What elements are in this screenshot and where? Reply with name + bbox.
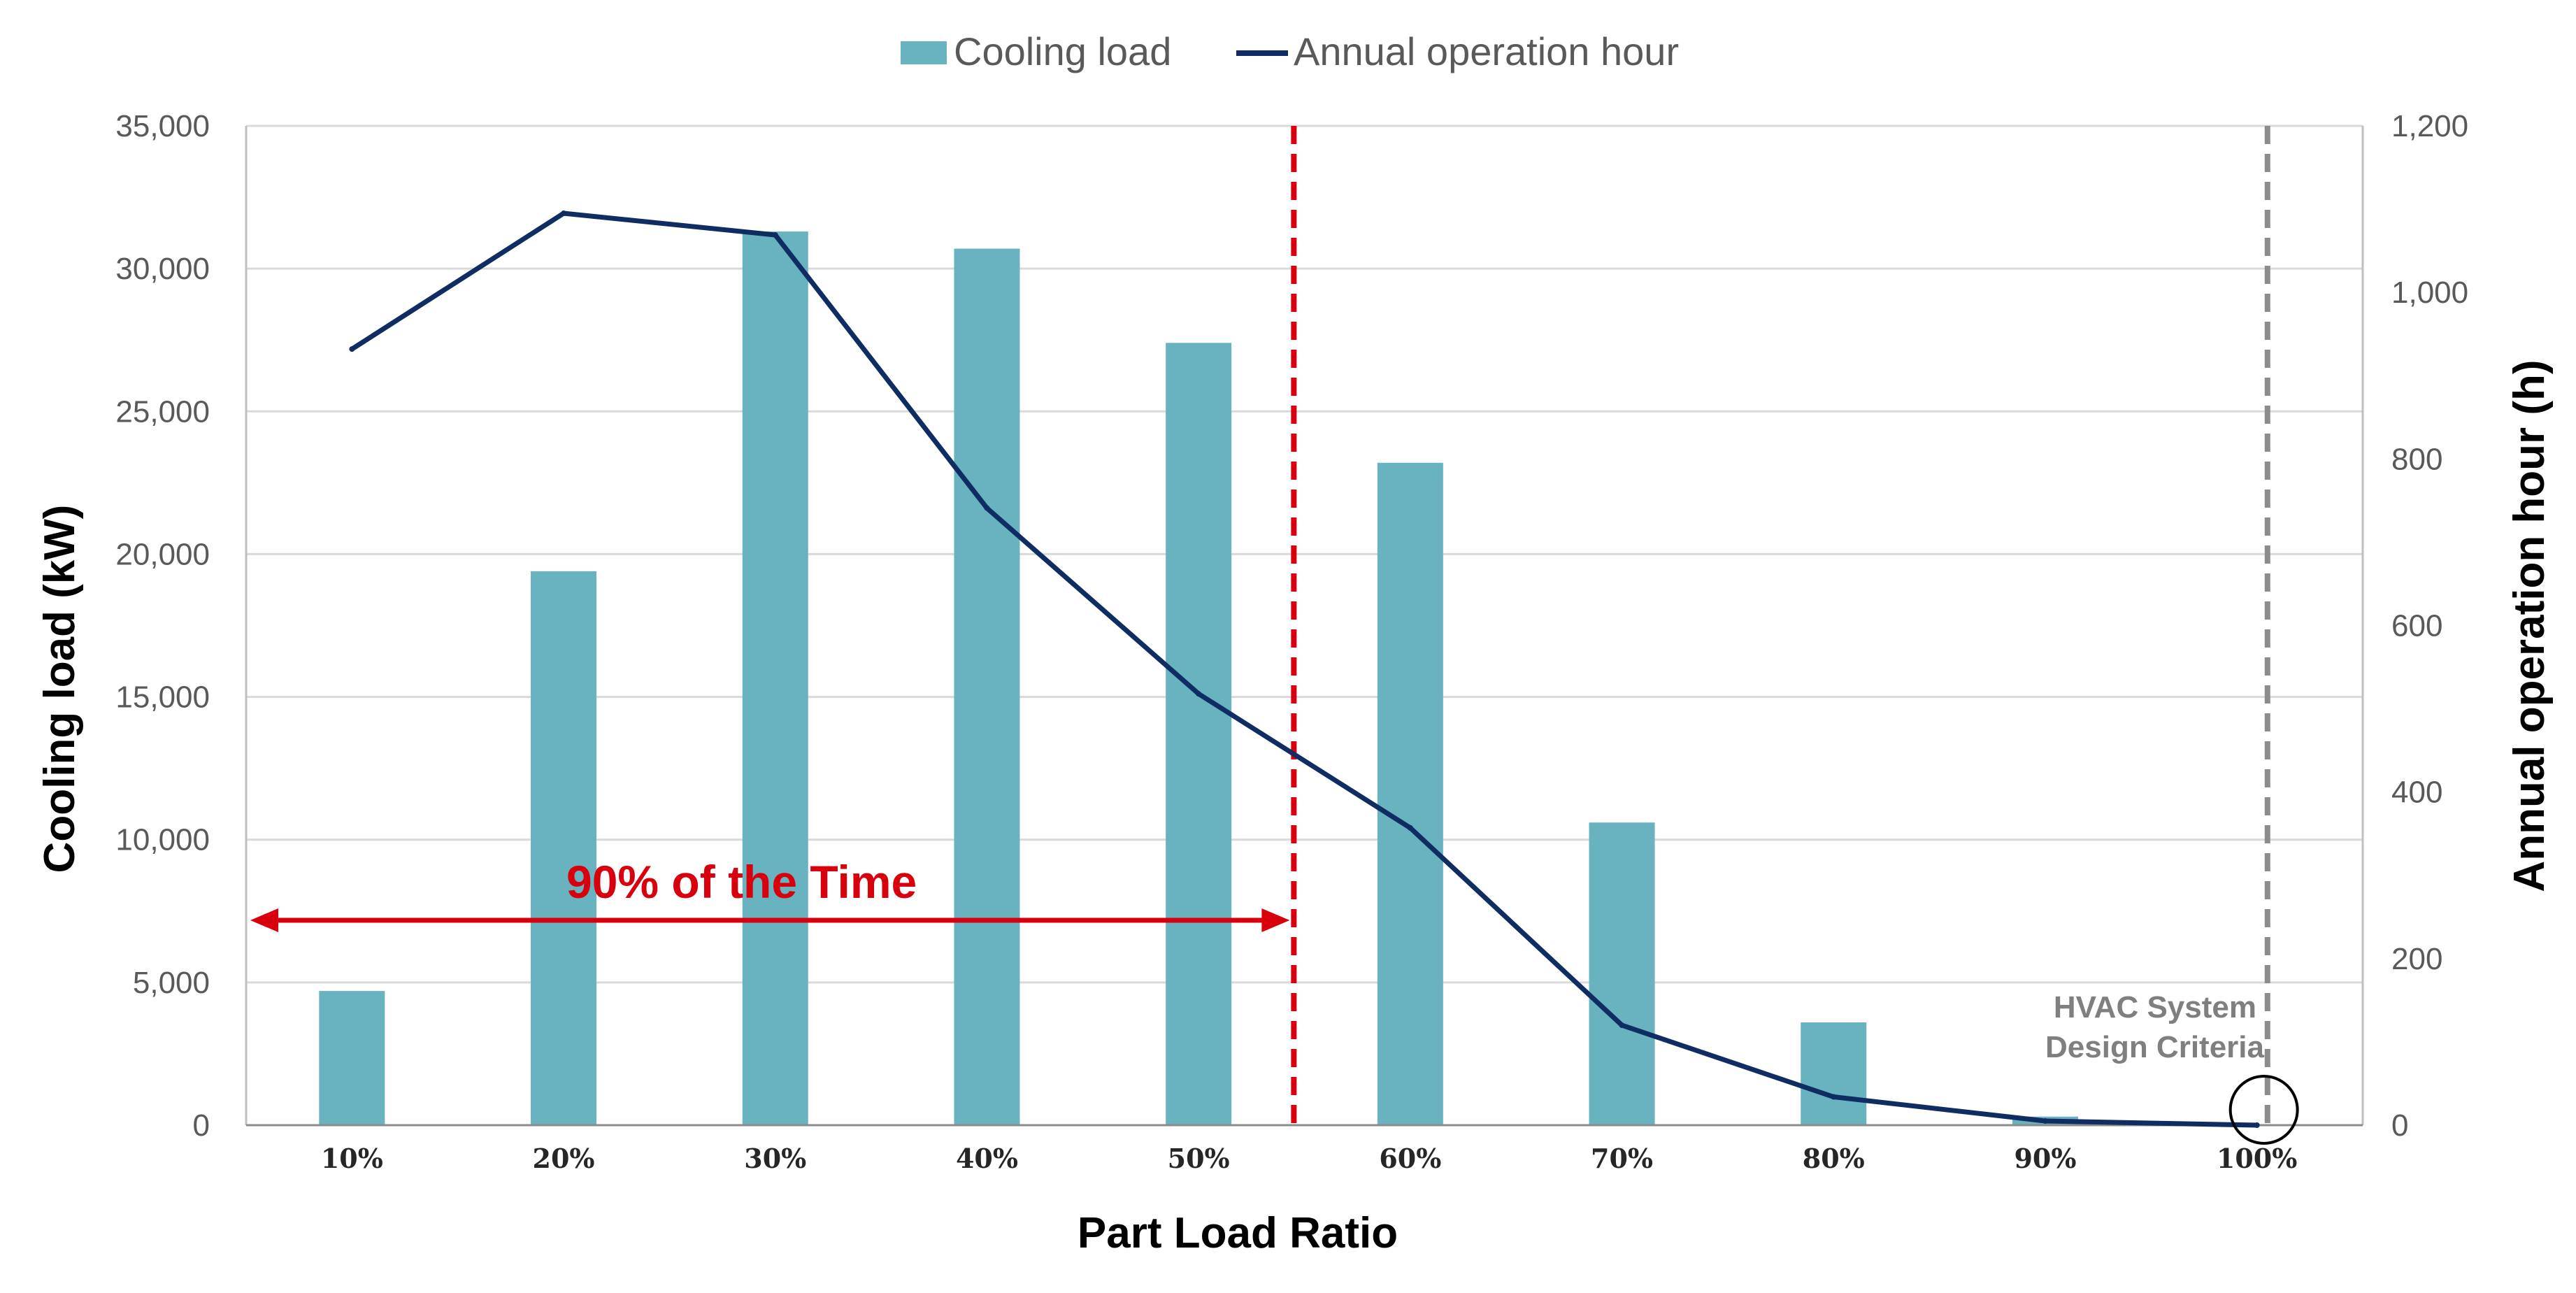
time-annotation-label: 90% of the Time <box>566 856 917 908</box>
legend-bar-swatch <box>901 41 947 64</box>
y2-tick-label: 200 <box>2391 942 2442 976</box>
y-axis-title: Cooling load (kW) <box>36 505 84 873</box>
bar <box>1589 822 1655 1125</box>
y2-axis-title: Annual operation hour (h) <box>2505 359 2554 892</box>
line-point <box>2254 1122 2260 1128</box>
y-tick-label: 0 <box>193 1108 210 1143</box>
line-point <box>349 346 355 352</box>
line-point <box>2042 1118 2048 1124</box>
x-tick-label: 30% <box>744 1143 806 1174</box>
line-series <box>349 210 2299 1145</box>
design-point-circle <box>2228 1075 2299 1145</box>
line-point <box>984 505 990 511</box>
bar <box>319 991 385 1125</box>
x-tick-label: 60% <box>1379 1143 1441 1174</box>
x-tick-label: 50% <box>1168 1143 1230 1174</box>
legend-cooling-load: Cooling load <box>954 29 1171 73</box>
x-tick-label: 10% <box>321 1143 383 1174</box>
line-point <box>1407 824 1413 831</box>
x-tick-label: 70% <box>1591 1143 1653 1174</box>
bar <box>531 571 597 1125</box>
line-point <box>1196 691 1202 697</box>
x-tick-label: 20% <box>533 1143 595 1174</box>
y2-tick-label: 400 <box>2391 776 2442 810</box>
bar <box>954 248 1020 1125</box>
tick-labels: 0 5,000 10,000 15,000 20,000 25,000 30,000 35,0… <box>115 109 2468 1174</box>
bar <box>1377 462 1443 1125</box>
y-tick-label: 15,000 <box>115 680 210 715</box>
x-axis-title: Part Load Ratio <box>1078 1209 1398 1257</box>
bar <box>1801 1022 1867 1125</box>
x-tick-label: 100% <box>2217 1143 2297 1174</box>
y2-tick-label: 1,200 <box>2391 109 2468 143</box>
line-point <box>772 231 778 238</box>
annual-operation-hour-line <box>350 210 2257 1128</box>
design-criteria-label-line1: HVAC System <box>2054 990 2256 1024</box>
time-arrow-right-head <box>1261 908 1290 932</box>
y2-tick-label: 800 <box>2391 442 2442 476</box>
y-tick-label: 20,000 <box>115 537 210 571</box>
bar <box>1166 343 1232 1126</box>
axes <box>245 126 2364 1127</box>
time-arrow-left-head <box>250 908 278 932</box>
y-tick-label: 25,000 <box>115 394 210 429</box>
y2-tick-label: 1,000 <box>2391 276 2468 310</box>
line-point <box>561 210 567 217</box>
design-criteria-label-line2: Design Criteria <box>2045 1030 2265 1064</box>
line-point <box>1831 1094 1837 1100</box>
x-tick-label: 80% <box>1803 1143 1865 1174</box>
x-tick-label: 90% <box>2014 1143 2076 1174</box>
y-tick-label: 30,000 <box>115 252 210 286</box>
y-tick-label: 35,000 <box>115 109 210 143</box>
legend-annual-operation-hour: Annual operation hour <box>1294 29 1679 73</box>
line-point <box>1619 1022 1625 1029</box>
gridlines <box>246 124 2363 984</box>
y-tick-label: 10,000 <box>115 823 210 857</box>
y2-tick-label: 600 <box>2391 609 2442 643</box>
legend: Cooling load Annual operation hour <box>901 29 1679 73</box>
bar-series <box>319 231 2078 1126</box>
x-tick-label: 40% <box>956 1143 1018 1174</box>
y2-tick-label: 0 <box>2391 1108 2408 1143</box>
y-tick-label: 5,000 <box>133 966 210 1000</box>
annotations: 90% of the Time HVAC System Design Crite… <box>250 126 2270 1125</box>
bar <box>742 231 808 1126</box>
